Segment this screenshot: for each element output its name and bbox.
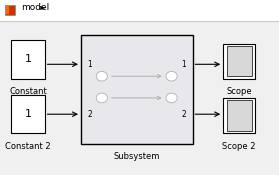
- Text: Constant 2: Constant 2: [5, 142, 51, 151]
- Text: 1: 1: [87, 60, 92, 69]
- Text: model: model: [21, 3, 49, 12]
- Text: 1: 1: [24, 54, 32, 65]
- Bar: [223, 98, 255, 133]
- Ellipse shape: [96, 71, 107, 81]
- Bar: [6, 6, 9, 14]
- Bar: [0, 0, 279, 21]
- Ellipse shape: [96, 93, 107, 103]
- Ellipse shape: [166, 71, 177, 81]
- Text: 1: 1: [182, 60, 186, 69]
- Ellipse shape: [166, 93, 177, 103]
- Bar: [227, 46, 252, 76]
- Text: 2: 2: [182, 110, 186, 119]
- Bar: [227, 100, 252, 131]
- Text: 2: 2: [87, 110, 92, 119]
- Bar: [5, 5, 15, 15]
- Bar: [223, 44, 255, 79]
- Text: Subsystem: Subsystem: [114, 152, 160, 161]
- Text: Scope 2: Scope 2: [222, 142, 256, 151]
- Bar: [11, 40, 45, 79]
- Bar: [11, 94, 45, 133]
- Bar: [81, 35, 193, 144]
- Text: 1: 1: [24, 109, 32, 119]
- Text: Constant: Constant: [9, 88, 47, 96]
- Text: Scope: Scope: [227, 88, 252, 96]
- Polygon shape: [40, 6, 45, 10]
